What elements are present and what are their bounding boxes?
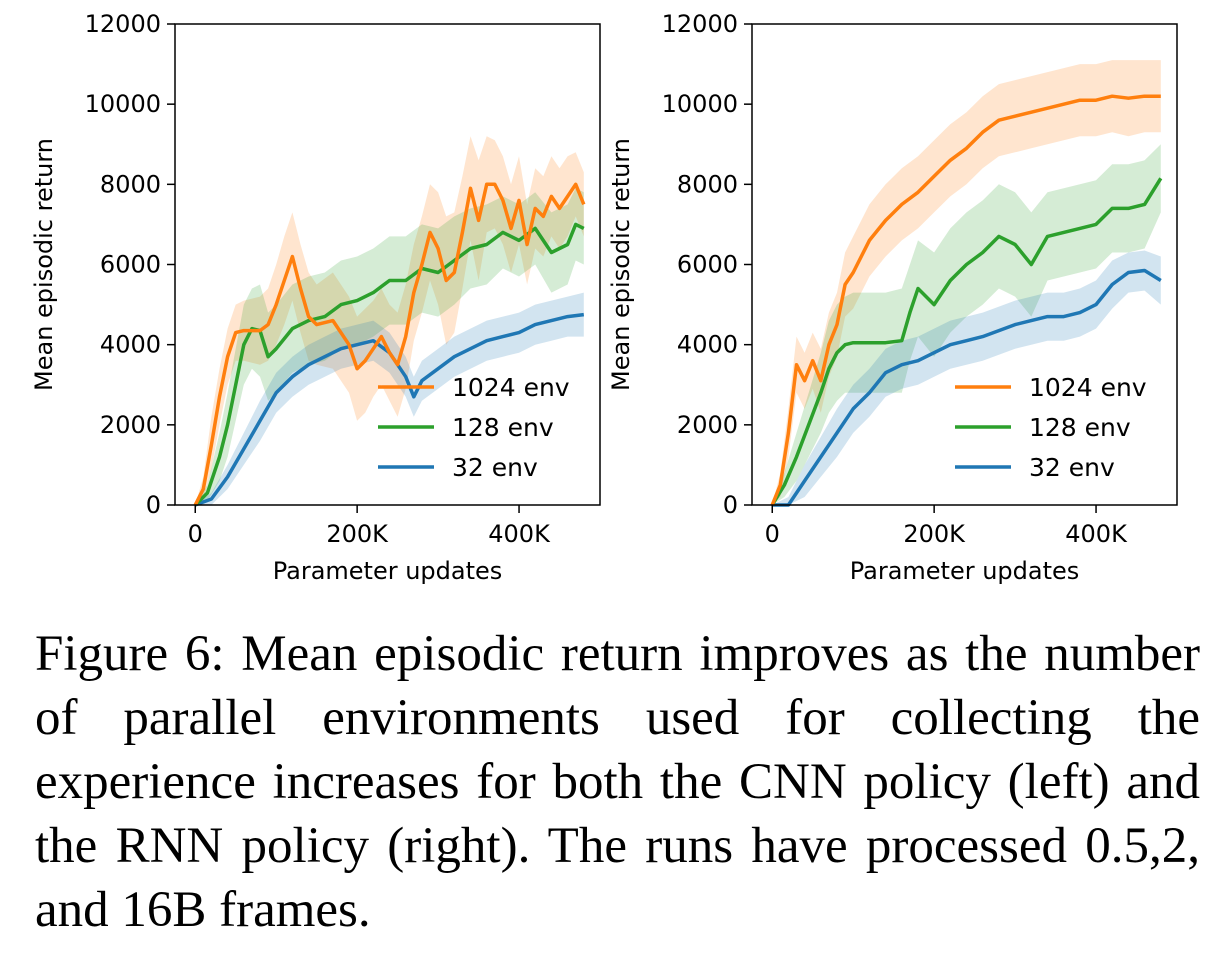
y-tick-label: 12000 [85,10,161,38]
y-tick-label: 8000 [677,170,738,198]
legend-label-0: 1024 env [1029,373,1147,402]
series-band-1 [195,188,584,506]
y-tick-label: 12000 [662,10,738,38]
y-axis-label: Mean episodic return [607,138,635,391]
y-tick-label: 10000 [662,90,738,118]
y-tick-label: 4000 [100,331,161,359]
x-tick-label: 400K [1065,520,1128,548]
y-tick-label: 6000 [100,251,161,279]
series-line-2 [772,268,1162,507]
series-line-1 [770,177,1163,506]
chart-rnn-policy: 0 2000 4000 6000 8000 10000 12000 0 200K 400K Para… [607,10,1178,585]
x-tick-label: 200K [326,520,389,548]
figure: 0 2000 4000 6000 8000 10000 12000 0 200K 400K Para… [30,10,1178,585]
legend-label-1: 128 env [452,413,554,442]
y-tick-label: 4000 [677,331,738,359]
x-tick-label: 400K [488,520,551,548]
y-tick-label: 2000 [677,411,738,439]
series-band-2 [772,250,1161,505]
y-tick-label: 8000 [100,170,161,198]
chart-cnn-policy: 0 2000 4000 6000 8000 10000 12000 0 200K 400K Para… [30,10,601,585]
x-axis-label: Parameter updates [850,557,1080,585]
y-tick-label: 2000 [100,411,161,439]
y-axis-label: Mean episodic return [30,138,58,391]
legend-label-2: 32 env [452,453,538,482]
figure-caption: Figure 6: Mean episodic return improves … [35,626,1200,938]
x-tick-label: 0 [188,520,203,548]
legend-label-0: 1024 env [452,373,570,402]
series-band-2 [195,292,584,505]
series-line-0 [770,94,1161,506]
y-tick-label: 10000 [85,90,161,118]
x-tick-label: 200K [903,520,966,548]
x-axis-label: Parameter updates [273,557,503,585]
x-tick-label: 0 [765,520,780,548]
y-tick-label: 0 [146,491,161,519]
series-line-0 [193,182,586,506]
legend-label-1: 128 env [1029,413,1131,442]
series-band-0 [195,136,584,505]
y-tick-label: 0 [723,491,738,519]
series-band-1 [772,144,1161,506]
legend-label-2: 32 env [1029,453,1115,482]
y-tick-label: 6000 [677,251,738,279]
series-line-1 [193,222,585,507]
